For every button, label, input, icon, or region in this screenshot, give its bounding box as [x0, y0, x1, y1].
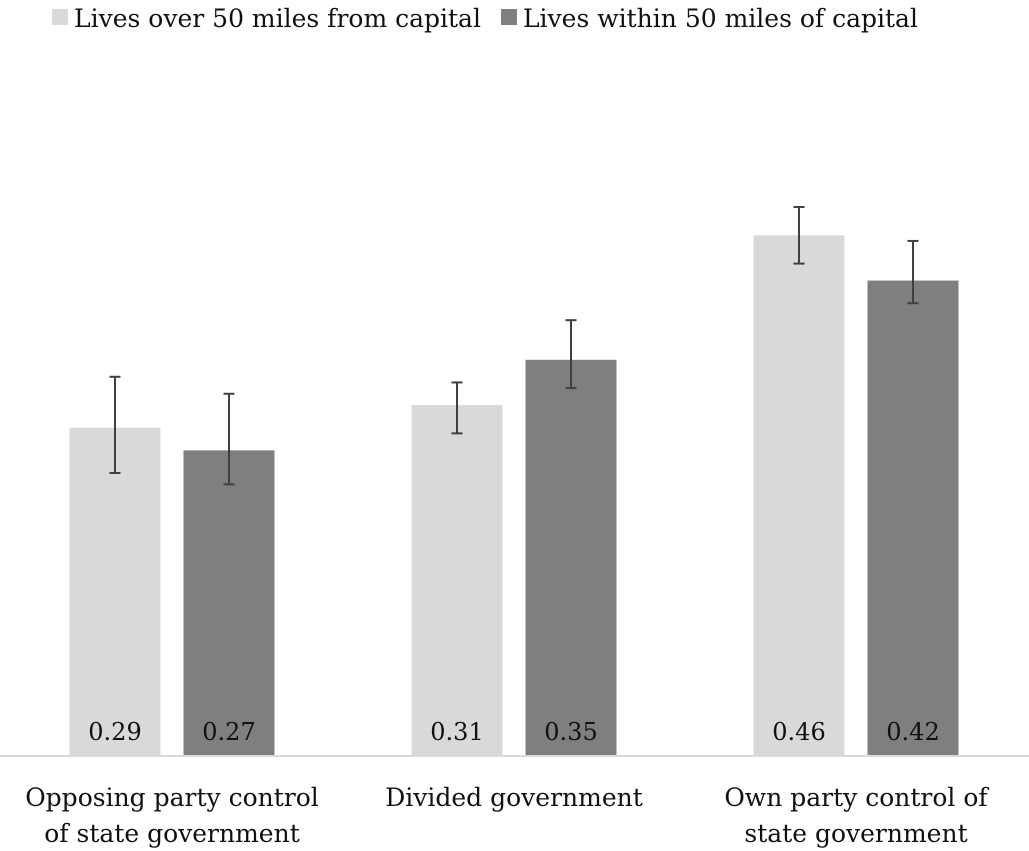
category-label-1-line-1: Opposing party control: [25, 783, 319, 812]
error-bar-group: [109, 205, 919, 486]
bar-group: [69, 235, 959, 756]
bar-2-3: [867, 280, 959, 756]
category-label-3-line-2: state government: [744, 819, 967, 848]
value-label-2-3: 0.42: [886, 718, 939, 746]
chart-legend: Lives over 50 miles from capital Lives wi…: [52, 4, 918, 33]
category-label-3-line-1: Own party control of: [724, 783, 989, 812]
value-label-1-3: 0.46: [772, 718, 825, 746]
bar-1-2: [411, 405, 503, 756]
category-label-1-line-2: of state government: [44, 819, 300, 848]
value-label-2-2: 0.35: [544, 718, 597, 746]
value-label-1-2: 0.31: [430, 718, 483, 746]
value-label-2-1: 0.27: [202, 718, 255, 746]
category-label-2-line-1: Divided government: [385, 783, 643, 812]
bar-2-2: [525, 359, 617, 756]
legend-label-2: Lives within 50 miles of capital: [523, 4, 918, 33]
value-label-group: 0.29 0.27 0.31 0.35 0.46 0.42: [88, 718, 939, 746]
bar-1-1: [69, 427, 161, 756]
bar-1-3: [753, 235, 845, 756]
value-label-1-1: 0.29: [88, 718, 141, 746]
legend-swatch-2: [500, 9, 517, 25]
legend-label-1: Lives over 50 miles from capital: [74, 4, 481, 33]
bar-2-1: [183, 450, 275, 756]
category-label-group: Opposing party control of state governmen…: [25, 783, 989, 848]
legend-swatch-1: [52, 9, 68, 25]
